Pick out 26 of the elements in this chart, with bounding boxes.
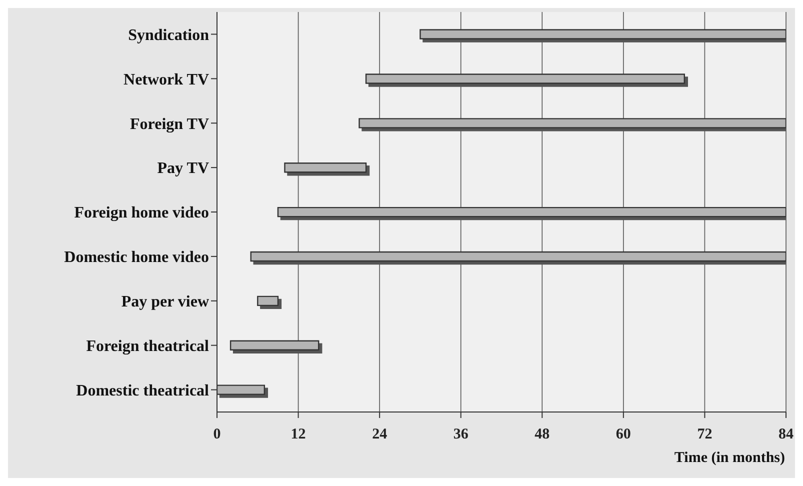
bar: [284, 162, 367, 173]
bar: [358, 118, 786, 128]
y-tick-label: Domestic home video: [64, 249, 209, 266]
bar: [250, 251, 786, 262]
x-tick-label: 36: [453, 426, 469, 443]
y-tick-label: Pay per view: [121, 294, 210, 311]
x-tick-label: 24: [372, 426, 388, 443]
bar: [365, 74, 685, 84]
y-tick-label: Pay TV: [157, 160, 210, 178]
y-tick-label: Network TV: [124, 71, 210, 88]
bar: [257, 296, 279, 306]
bar: [420, 29, 786, 40]
x-tick-label: 60: [616, 426, 631, 443]
y-tick-label: Foreign home video: [74, 204, 209, 222]
y-tick-label: Foreign TV: [130, 116, 210, 133]
bar: [277, 206, 786, 218]
y-tick-label: Foreign theatrical: [86, 338, 210, 356]
bar: [230, 340, 320, 350]
x-tick-label: 48: [534, 426, 550, 443]
y-tick-label: Domestic theatrical: [76, 382, 210, 400]
x-tick-label: 84: [778, 426, 794, 443]
x-tick-label: 12: [290, 426, 306, 443]
x-axis-title: Time (in months): [674, 450, 785, 467]
x-tick-label: 0: [213, 426, 221, 443]
x-tick-label: 72: [697, 426, 712, 443]
y-tick-label: Syndication: [128, 26, 210, 44]
